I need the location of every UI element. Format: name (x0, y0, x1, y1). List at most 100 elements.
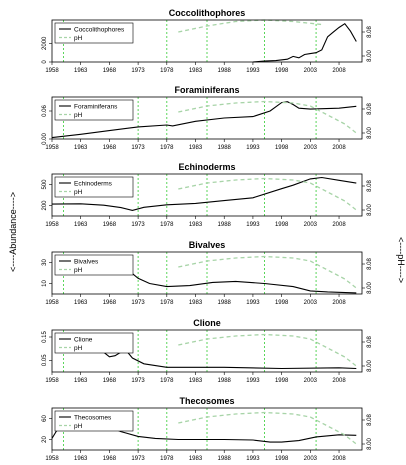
y-tick-label: 0.06 (42, 105, 48, 117)
y-tick-label: 200 (42, 200, 48, 211)
legend-entry-abundance: Bivalves (74, 259, 99, 266)
x-tick-label: 2003 (304, 68, 318, 74)
x-tick-label: 2003 (304, 378, 318, 384)
x-tick-label: 1978 (160, 300, 174, 306)
series-line-abundance (51, 176, 357, 211)
x-tick-label: 1958 (45, 300, 59, 306)
x-tick-label: 1983 (189, 378, 203, 384)
x-tick-label: 1988 (218, 222, 232, 228)
series-line-abundance (51, 101, 357, 139)
x-tick-label: 1998 (275, 456, 289, 462)
y-tick-label: 60 (42, 415, 48, 422)
x-tick-label: 1973 (131, 378, 145, 384)
y-tick-label: 20 (42, 436, 48, 443)
series-line-ph (178, 19, 322, 33)
x-tick-label: 2008 (332, 145, 346, 151)
x-tick-label: 1973 (131, 222, 145, 228)
y-tick-label: 500 (42, 179, 48, 190)
x-tick-label: 2003 (304, 222, 318, 228)
x-tick-label: 1963 (74, 300, 88, 306)
x-tick-label: 1993 (246, 145, 260, 151)
y2-tick-label: 8.00 (367, 282, 373, 294)
plot-frame (51, 96, 363, 140)
x-tick-label: 1983 (189, 300, 203, 306)
legend-entry-ph: pH (74, 189, 83, 196)
y2-tick-label: 8.08 (367, 414, 373, 426)
x-tick-label: 1983 (189, 68, 203, 74)
x-tick-label: 1988 (218, 68, 232, 74)
x-tick-label: 1963 (74, 145, 88, 151)
x-tick-label: 2003 (304, 145, 318, 151)
x-tick-label: 1998 (275, 378, 289, 384)
y-tick-label: 0.00 (42, 133, 48, 145)
x-tick-label: 1993 (246, 300, 260, 306)
y2-tick-label: 8.08 (367, 103, 373, 115)
x-tick-label: 1968 (103, 145, 117, 151)
x-tick-label: 1973 (131, 456, 145, 462)
plot-frame (51, 19, 363, 63)
panel-title: Echinoderms (178, 162, 235, 172)
left-axis-label: <----Abundance----> (8, 192, 18, 272)
y2-tick-label: 8.00 (367, 360, 373, 372)
y-tick-label: 30 (42, 259, 48, 266)
x-tick-label: 1973 (131, 68, 145, 74)
panel-title: Foraminiferans (174, 85, 239, 95)
x-tick-label: 1983 (189, 456, 203, 462)
x-tick-label: 1973 (131, 300, 145, 306)
y2-tick-label: 8.08 (367, 180, 373, 192)
x-tick-label: 1973 (131, 145, 145, 151)
x-tick-label: 1958 (45, 378, 59, 384)
y2-tick-label: 8.00 (367, 438, 373, 450)
panel-thecosomes: Thecosomes 20 60 8.00 8.08 1958 1963 1968 1973 19… (42, 396, 373, 462)
x-tick-label: 2003 (304, 456, 318, 462)
legend-box (54, 99, 134, 121)
y2-tick-label: 8.00 (367, 127, 373, 139)
x-tick-label: 1963 (74, 456, 88, 462)
legend-entry-ph: pH (74, 423, 83, 430)
x-tick-label: 2003 (304, 300, 318, 306)
panel-title: Clione (193, 318, 221, 328)
x-tick-label: 1983 (189, 222, 203, 228)
y-tick-label: 2000 (42, 36, 48, 50)
y2-tick-label: 8.08 (367, 258, 373, 270)
plot-frame (51, 173, 363, 217)
panel-clione: Clione 0.05 0.15 8.00 8.08 1958 1963 1968 1973 19… (42, 318, 373, 384)
panel-coccolithophores: Coccolithophores 0 2000 8.00 8.08 1958 1963 196… (42, 8, 373, 74)
series-line-ph (178, 177, 357, 211)
x-tick-label: 1978 (160, 222, 174, 228)
legend-entry-abundance: Echinoderms (74, 181, 113, 188)
x-tick-label: 2008 (332, 378, 346, 384)
y-tick-label: 0.05 (42, 354, 48, 366)
y2-tick-label: 8.00 (367, 204, 373, 216)
x-tick-label: 1998 (275, 68, 289, 74)
x-tick-label: 1963 (74, 68, 88, 74)
y-tick-label: 0.15 (42, 331, 48, 343)
legend-entry-abundance: Thecosomes (74, 415, 112, 422)
legend-box (54, 22, 134, 44)
y-tick-label: 10 (42, 280, 48, 287)
panel-echinoderms: Echinoderms 200 500 8.00 8.08 1958 1963 1968 197… (42, 162, 373, 228)
right-axis-label: <----pH----> (396, 237, 406, 283)
x-tick-label: 1963 (74, 222, 88, 228)
x-tick-label: 1993 (246, 68, 260, 74)
x-tick-label: 1968 (103, 456, 117, 462)
series-line-ph (178, 333, 357, 367)
x-tick-label: 2008 (332, 222, 346, 228)
x-tick-label: 1998 (275, 145, 289, 151)
x-tick-label: 1958 (45, 222, 59, 228)
x-tick-label: 1968 (103, 378, 117, 384)
y2-tick-label: 8.08 (367, 26, 373, 38)
x-tick-label: 1993 (246, 456, 260, 462)
x-tick-label: 2008 (332, 300, 346, 306)
legend-entry-abundance: Clione (74, 337, 93, 344)
x-tick-label: 1968 (103, 68, 117, 74)
x-tick-label: 1993 (246, 378, 260, 384)
legend-box (54, 332, 134, 354)
x-tick-label: 1958 (45, 68, 59, 74)
x-tick-label: 1983 (189, 145, 203, 151)
x-tick-label: 1988 (218, 456, 232, 462)
x-tick-label: 1978 (160, 145, 174, 151)
